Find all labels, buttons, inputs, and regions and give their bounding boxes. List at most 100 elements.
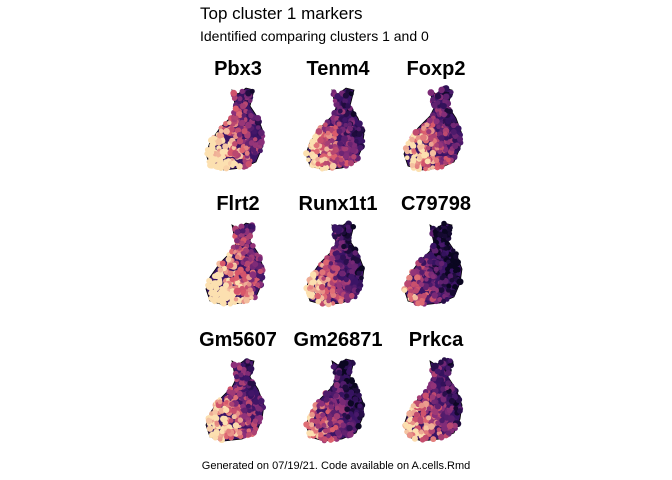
cell-point xyxy=(410,156,417,164)
cell-point xyxy=(402,287,408,293)
cell-point xyxy=(445,369,452,377)
cell-point xyxy=(406,432,414,439)
panel-title: Runx1t1 xyxy=(298,193,378,215)
cell-point xyxy=(439,275,445,281)
cell-point xyxy=(314,418,321,425)
cell-point xyxy=(416,395,422,401)
cell-point xyxy=(222,282,230,289)
cell-point xyxy=(434,403,442,410)
cell-point xyxy=(420,134,427,141)
cell-point xyxy=(347,121,353,127)
cell-point xyxy=(250,380,256,387)
cell-point xyxy=(346,368,353,375)
cell-point xyxy=(447,224,453,231)
cell-point xyxy=(313,142,320,149)
cell-point xyxy=(321,422,327,428)
cell-point xyxy=(411,148,416,153)
cell-point xyxy=(343,122,348,128)
cell-point xyxy=(332,251,338,257)
cell-point xyxy=(241,128,248,135)
cell-point xyxy=(343,373,349,379)
cell-point xyxy=(342,384,349,391)
cell-point xyxy=(248,390,255,397)
cell-point xyxy=(419,269,425,276)
cell-point xyxy=(322,160,328,166)
cell-point xyxy=(242,158,248,164)
cell-point xyxy=(339,399,347,406)
cell-point xyxy=(325,276,331,282)
cell-point xyxy=(234,229,241,236)
cell-point xyxy=(456,408,463,414)
cell-point xyxy=(227,301,233,307)
panel-title: C79798 xyxy=(400,193,472,215)
cell-point xyxy=(340,254,347,261)
cell-points xyxy=(303,88,366,172)
cell-point xyxy=(245,359,250,364)
cell-point xyxy=(243,375,251,382)
cell-point xyxy=(318,284,326,291)
cell-point xyxy=(231,145,237,151)
cell-point xyxy=(442,233,448,239)
cell-point xyxy=(357,410,365,418)
cell-point xyxy=(430,165,435,170)
cell-point xyxy=(445,117,452,125)
cell-point xyxy=(354,412,360,417)
cell-point xyxy=(210,289,216,295)
cell-point xyxy=(409,136,415,143)
cell-point xyxy=(338,391,344,397)
cell-point xyxy=(247,287,253,293)
cell-point xyxy=(455,125,462,132)
cell-point xyxy=(307,430,314,437)
cell-point xyxy=(217,160,224,168)
cell-point xyxy=(445,380,452,387)
cell-points xyxy=(205,358,267,444)
cell-point xyxy=(339,157,344,163)
cell-point xyxy=(327,420,334,427)
cell-point xyxy=(453,253,459,260)
cell-point xyxy=(247,98,253,104)
cell-point xyxy=(336,128,343,135)
cell-point xyxy=(418,281,425,288)
cell-point xyxy=(332,234,338,240)
cell-point xyxy=(438,135,445,142)
cell-point xyxy=(252,137,258,142)
cell-point xyxy=(421,292,427,299)
cell-point xyxy=(223,159,229,165)
cell-point xyxy=(223,165,230,172)
cell-point xyxy=(449,405,455,411)
cell-point xyxy=(405,140,411,147)
cell-point xyxy=(427,135,434,142)
cell-point xyxy=(234,269,241,276)
cell-point xyxy=(214,274,220,279)
cell-point xyxy=(247,365,255,373)
cell-point xyxy=(409,162,416,169)
cell-point xyxy=(434,142,440,148)
cell-point xyxy=(250,242,256,249)
cell-point xyxy=(451,422,458,429)
cell-point xyxy=(328,404,335,410)
cell-point xyxy=(449,289,457,297)
cell-point xyxy=(206,425,214,432)
cell-point xyxy=(227,270,234,277)
cell-point xyxy=(232,422,240,429)
cell-point xyxy=(350,260,355,265)
embedding-plot xyxy=(402,85,464,172)
embedding-plot xyxy=(303,220,365,308)
cell-point xyxy=(222,143,229,150)
cell-point xyxy=(244,228,250,233)
cell-point xyxy=(245,160,252,168)
cell-point xyxy=(342,98,348,104)
cell-point xyxy=(417,417,425,425)
cell-point xyxy=(208,149,215,156)
cell-point xyxy=(218,271,224,278)
cell-point xyxy=(344,393,349,399)
cell-point xyxy=(318,432,324,438)
cell-point xyxy=(229,401,235,407)
panel-pbx3: Pbx3 xyxy=(188,58,288,188)
cell-point xyxy=(342,412,347,418)
cell-points xyxy=(205,222,266,307)
cell-point xyxy=(216,132,224,139)
cell-point xyxy=(254,114,262,122)
cell-point xyxy=(404,155,410,161)
cell-point xyxy=(252,142,259,149)
